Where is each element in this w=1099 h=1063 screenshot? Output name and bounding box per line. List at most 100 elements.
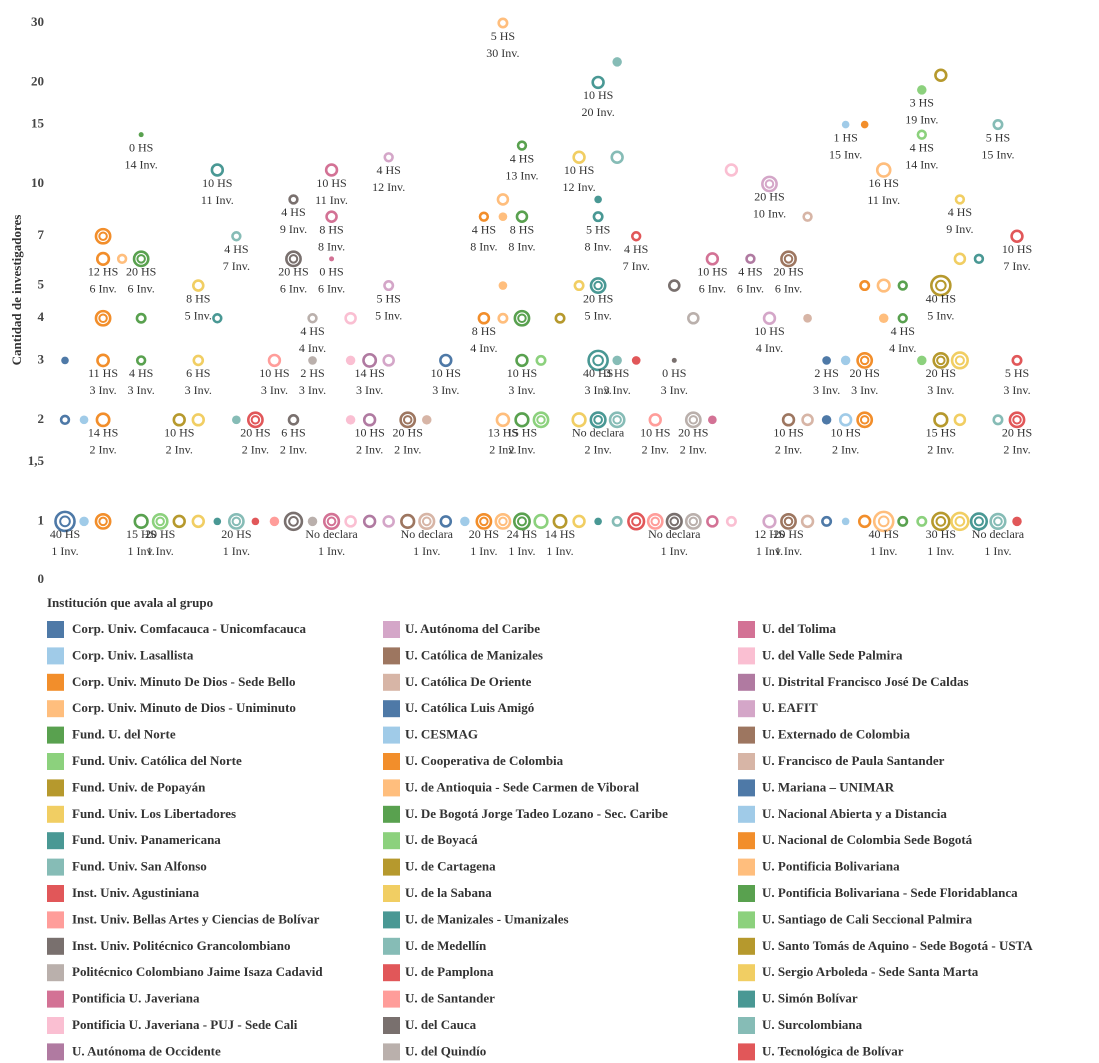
legend-swatch [383, 911, 400, 929]
bubble [724, 163, 739, 177]
data-label: No declara [401, 527, 454, 541]
legend-label: U. Nacional de Colombia Sede Bogotá [762, 832, 973, 847]
bubble-part [439, 353, 453, 368]
bubble-part [593, 280, 603, 291]
bubble-part [611, 515, 623, 527]
legend-label: U. de Manizales - Umanizales [405, 911, 569, 926]
data-label: 1 Inv. [51, 544, 78, 558]
bubble [802, 211, 813, 222]
bubble-part [724, 163, 739, 177]
data-label: 4 HS [891, 324, 915, 338]
bubble-part [954, 194, 966, 205]
data-label: 6 HS [186, 366, 210, 380]
data-label: 5 Inv. [185, 308, 212, 322]
bubble-part [227, 512, 245, 530]
legend-swatch [738, 858, 755, 876]
bubble-part [783, 516, 794, 527]
bubble-part [950, 511, 970, 532]
bubble-part [725, 515, 737, 527]
bubble [94, 512, 112, 530]
data-label: 10 HS [354, 426, 384, 440]
y-tick-label: 2 [38, 411, 45, 426]
legend-label: Fund. Univ. Los Libertadores [72, 806, 236, 821]
data-label: 12 Inv. [372, 180, 405, 194]
legend-swatch [738, 753, 755, 770]
bubble [801, 413, 814, 427]
data-label: 5 HS [586, 222, 610, 236]
bubble [594, 517, 602, 526]
bubble-part [132, 250, 150, 268]
bubble-part [572, 150, 586, 164]
bubble-part [283, 511, 304, 532]
data-label: 2 HS [300, 366, 324, 380]
bubble-part [79, 516, 89, 527]
legend-swatch [47, 726, 64, 744]
bubble [708, 415, 717, 425]
bubble-part [345, 415, 356, 425]
legend-label: U. EAFIT [762, 700, 818, 715]
data-label: 10 HS [507, 366, 537, 380]
bubble-part [399, 411, 417, 429]
bubble-part [495, 412, 511, 428]
bubble-part [593, 414, 603, 425]
bubble-part [288, 516, 299, 527]
legend-title: Institución que avala al grupo [47, 595, 213, 610]
bubble-part [573, 280, 585, 292]
legend-label: U. Sergio Arboleda - Sede Santa Marta [762, 964, 979, 979]
data-label: 2 HS [814, 366, 838, 380]
bubble-part [838, 413, 853, 427]
data-label: 3 Inv. [128, 383, 155, 397]
bubble [61, 356, 69, 365]
bubble-part [497, 17, 509, 29]
bubble-part [267, 353, 282, 368]
bubble [400, 513, 416, 530]
data-label: 3 Inv. [185, 383, 212, 397]
bubble-part [859, 280, 871, 292]
bubble-part [840, 355, 851, 366]
legend-label: U. del Tolima [762, 621, 837, 636]
data-label: 1 Inv. [413, 544, 440, 558]
bubble-part [344, 515, 357, 528]
bubble [973, 253, 985, 265]
legend-label: U. del Quindío [405, 1043, 486, 1058]
data-label: 20 HS [145, 527, 175, 541]
bubble [591, 75, 605, 90]
bubble [383, 280, 395, 292]
bubble [631, 356, 641, 365]
bubble [213, 517, 222, 526]
bubble-part [79, 415, 89, 425]
bubble-part [552, 513, 568, 529]
bubble [212, 313, 223, 324]
bubble-part [362, 514, 377, 529]
legend-label: Fund. U. del Norte [72, 727, 176, 742]
data-label: 9 Inv. [946, 222, 973, 236]
data-label: 2 Inv. [585, 443, 612, 457]
data-label: 3 Inv. [356, 383, 383, 397]
data-label: 3 Inv. [927, 383, 954, 397]
bubble-part [344, 311, 357, 325]
data-label: 15 HS [126, 527, 156, 541]
data-label: 8 HS [186, 291, 210, 305]
bubble [138, 132, 144, 138]
bubble [192, 279, 205, 292]
bubble [422, 415, 432, 425]
data-label: 2 Inv. [508, 443, 535, 457]
bubble-part [762, 514, 777, 529]
bubble [1011, 354, 1023, 366]
data-label: 8 HS [319, 222, 343, 236]
data-label: 20 HS [773, 527, 803, 541]
data-label: 14 HS [88, 426, 118, 440]
bubble-part [612, 355, 622, 366]
legend-swatch [738, 726, 755, 744]
bubble-part [591, 75, 605, 90]
bubble-part [932, 351, 950, 369]
data-label: 6 Inv. [280, 282, 307, 296]
legend-label: U. CESMAG [405, 727, 478, 742]
legend-swatch [47, 832, 64, 850]
legend-label: U. Simón Bolívar [762, 991, 858, 1006]
data-label: 20 HS [240, 426, 270, 440]
bubble [498, 212, 508, 222]
bubble [589, 277, 607, 294]
legend-swatch [383, 673, 400, 691]
bubble-part [878, 313, 889, 324]
